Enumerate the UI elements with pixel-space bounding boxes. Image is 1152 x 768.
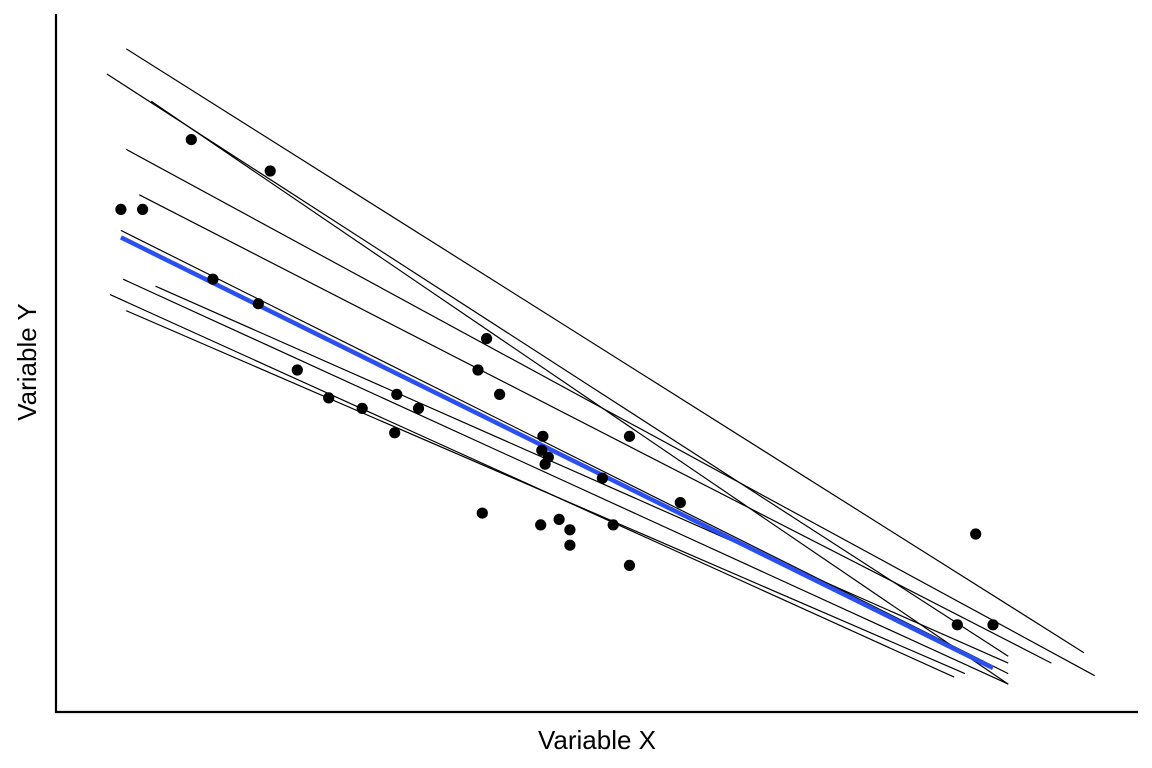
data-point-9 — [356, 402, 368, 414]
data-point-30 — [951, 619, 963, 631]
data-point-1 — [115, 203, 127, 215]
bootstrap-line-2 — [106, 73, 1009, 657]
bootstrap-line-10 — [126, 310, 966, 675]
bootstrap-line-7 — [122, 278, 1009, 685]
data-point-29 — [674, 497, 686, 509]
y-axis-label: Variable Y — [12, 303, 42, 421]
data-point-15 — [476, 507, 488, 519]
data-point-4 — [207, 273, 219, 285]
data-point-5 — [252, 298, 264, 310]
bootstrap-line-4 — [126, 148, 1095, 677]
data-point-14 — [481, 333, 493, 345]
bootstrap-line-6 — [120, 229, 1009, 675]
data-point-11 — [389, 427, 401, 439]
data-point-7 — [291, 364, 303, 376]
data-point-24 — [564, 539, 576, 551]
bootstrap-line-1 — [125, 48, 1085, 654]
data-point-10 — [391, 388, 403, 400]
data-point-31 — [970, 528, 982, 540]
data-point-6 — [264, 165, 276, 177]
data-point-3 — [185, 134, 197, 146]
data-point-25 — [596, 472, 609, 484]
data-point-23 — [564, 524, 576, 536]
bootstrap-line-3 — [150, 100, 1009, 685]
data-point-12 — [412, 402, 425, 414]
bootstrap-line-8 — [155, 285, 1009, 664]
data-point-8 — [323, 392, 335, 404]
bootstrap-lines — [106, 48, 1095, 685]
fit-line-group — [119, 235, 994, 671]
data-point-20 — [542, 451, 554, 463]
regression-fit-line — [119, 235, 994, 671]
data-point-17 — [537, 430, 549, 442]
data-point-32 — [987, 619, 999, 631]
data-point-27 — [623, 430, 636, 442]
data-points — [115, 134, 999, 631]
data-point-16 — [494, 388, 506, 400]
bootstrap-line-5 — [139, 194, 1052, 664]
data-point-21 — [535, 519, 547, 531]
data-point-26 — [607, 519, 619, 531]
x-axis-label: Variable X — [538, 725, 656, 755]
data-point-2 — [137, 203, 149, 215]
data-point-22 — [553, 513, 565, 526]
data-point-28 — [623, 559, 636, 572]
data-point-13 — [472, 364, 484, 376]
